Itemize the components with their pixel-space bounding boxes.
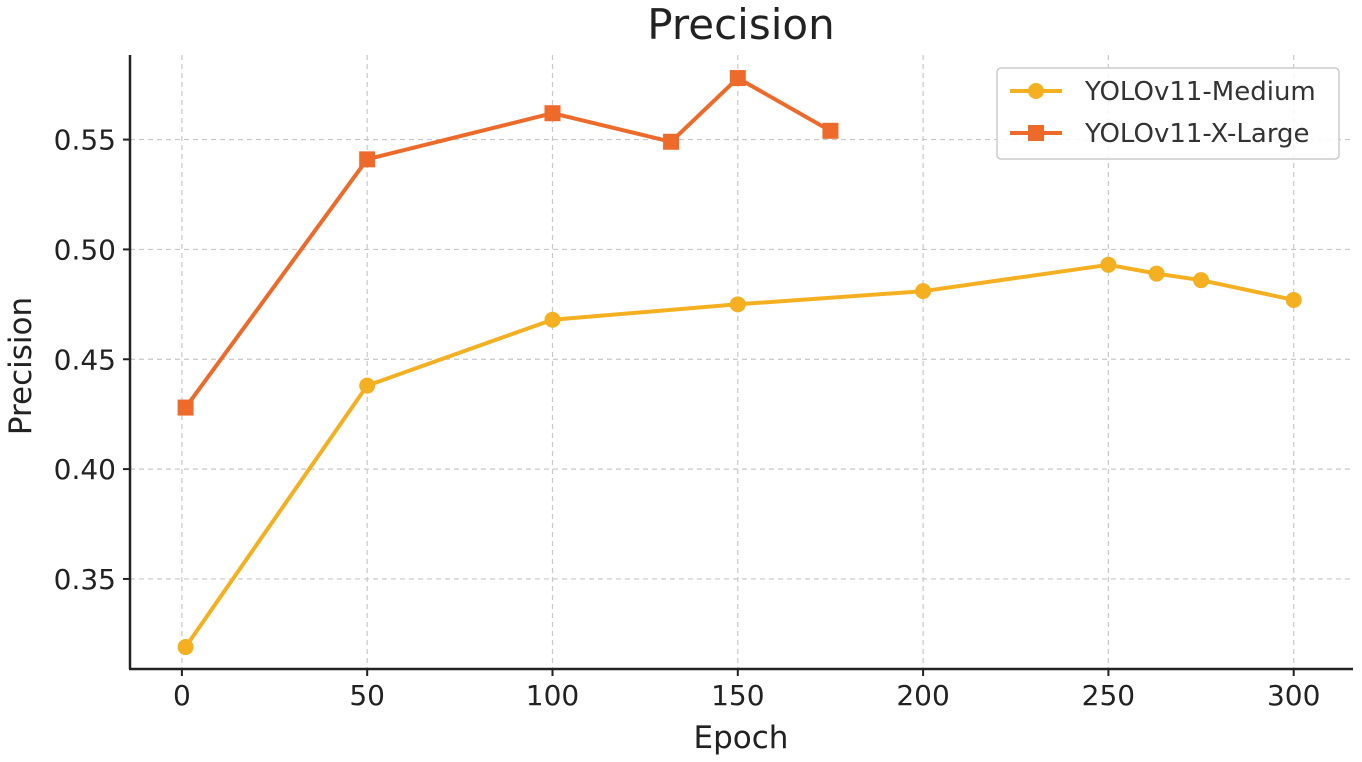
data-point (1193, 272, 1210, 289)
data-point (177, 399, 194, 416)
x-tick-label: 50 (349, 679, 385, 712)
data-point (359, 151, 376, 168)
legend-marker-medium (1028, 83, 1044, 99)
data-point (729, 70, 746, 87)
data-point (729, 296, 746, 313)
data-point (544, 311, 561, 328)
y-tick-label: 0.40 (54, 453, 116, 486)
data-point (544, 105, 561, 122)
x-tick-label: 0 (173, 679, 191, 712)
y-tick-label: 0.45 (54, 343, 116, 376)
legend-box (996, 67, 1340, 160)
legend: YOLOv11-Medium YOLOv11-X-Large (996, 67, 1340, 160)
series-line-0 (183, 262, 1296, 649)
data-point (1285, 291, 1302, 308)
y-tick-label: 0.35 (54, 563, 116, 596)
data-point (915, 283, 932, 300)
data-point (359, 377, 376, 394)
x-tick-label: 250 (1082, 679, 1135, 712)
y-axis-title: Precision (3, 297, 39, 435)
legend-marker-xlarge (1028, 125, 1044, 141)
y-tick-label: 0.55 (54, 124, 116, 157)
x-ticks: 0 50 100 150 200 250 300 (173, 669, 1320, 712)
x-tick-label: 200 (896, 679, 949, 712)
data-point (663, 133, 680, 150)
data-point (822, 122, 839, 139)
y-tick-label: 0.50 (54, 233, 116, 266)
legend-label-xlarge: YOLOv11-X-Large (1084, 119, 1310, 149)
x-tick-label: 100 (526, 679, 579, 712)
series (177, 70, 1302, 656)
chart-title: Precision (647, 0, 834, 49)
data-point (177, 639, 194, 656)
x-tick-label: 150 (711, 679, 764, 712)
data-point (1100, 256, 1117, 273)
series-line-1 (183, 76, 833, 410)
x-axis-title: Epoch (694, 720, 789, 756)
y-ticks: 0.35 0.40 0.45 0.50 0.55 (54, 124, 130, 596)
x-tick-label: 300 (1267, 679, 1320, 712)
legend-label-medium: YOLOv11-Medium (1084, 77, 1316, 107)
axes (128, 55, 1353, 671)
data-point (1148, 265, 1165, 282)
